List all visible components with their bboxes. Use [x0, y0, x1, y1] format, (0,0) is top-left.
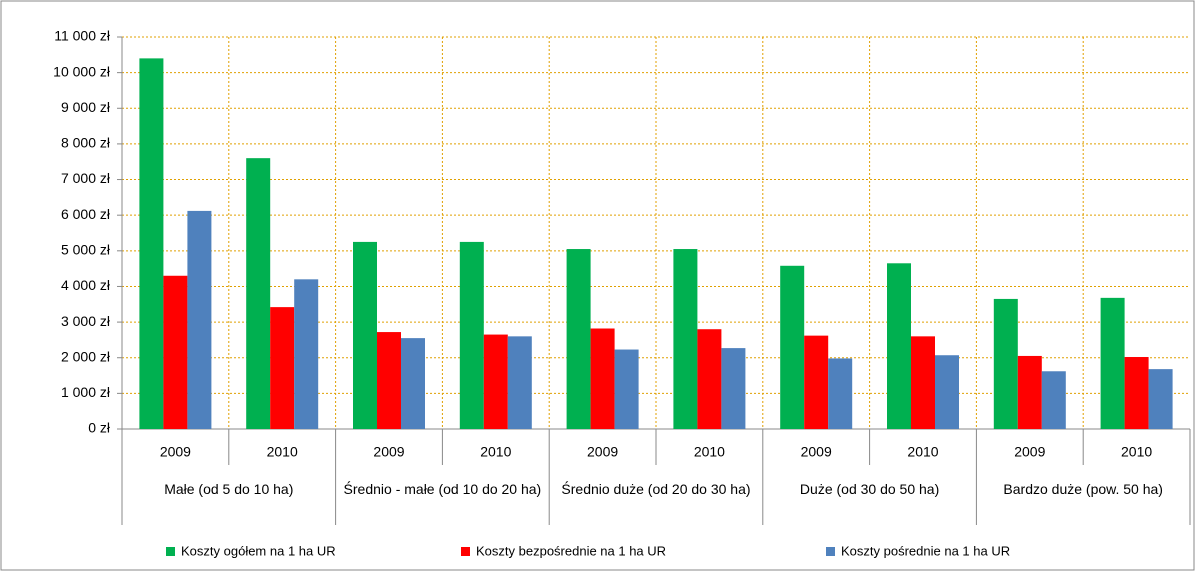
- bar: [1041, 371, 1066, 429]
- x-tick-label: 2010: [480, 444, 511, 460]
- bar: [1017, 355, 1042, 429]
- y-tick-label: 11 000 zł: [54, 28, 111, 44]
- x-tick-label: 2009: [160, 444, 191, 460]
- x-tick-label: 2010: [1121, 444, 1152, 460]
- bar: [459, 241, 484, 429]
- bar: [935, 355, 959, 429]
- bar: [697, 329, 722, 429]
- bar: [377, 332, 401, 429]
- y-tick-label: 2 000 zł: [61, 348, 111, 364]
- bar: [507, 336, 532, 429]
- group-label: Średnio - małe (od 10 do 20 ha): [343, 481, 542, 497]
- y-tick-label: 0 zł: [88, 420, 111, 436]
- bar: [804, 335, 829, 429]
- y-tick-label: 1 000 zł: [61, 384, 111, 400]
- group-label: Średnio duże (od 20 do 30 ha): [561, 481, 751, 497]
- y-tick-label: 6 000 zł: [61, 206, 111, 222]
- bar: [614, 349, 639, 429]
- legend-label: Koszty ogółem na 1 ha UR: [181, 543, 336, 558]
- y-tick-label: 7 000 zł: [61, 170, 111, 186]
- legend-swatch: [166, 547, 175, 556]
- y-tick-label: 5 000 zł: [61, 242, 111, 258]
- y-tick-label: 9 000 zł: [61, 99, 111, 115]
- bar: [828, 358, 853, 429]
- bar: [780, 265, 805, 429]
- bar: [1148, 369, 1173, 429]
- bar: [246, 158, 271, 429]
- group-label: Bardzo duże (pow. 50 ha): [1003, 481, 1163, 497]
- x-tick-label: 2009: [373, 444, 404, 460]
- group-label: Duże (od 30 do 50 ha): [799, 481, 940, 497]
- bar: [911, 336, 935, 429]
- bar: [1124, 357, 1149, 429]
- x-tick-label: 2010: [694, 444, 725, 460]
- x-tick-label: 2009: [801, 444, 832, 460]
- bar: [887, 263, 911, 429]
- bar: [1100, 297, 1125, 429]
- legend-swatch: [826, 547, 835, 556]
- legend-label: Koszty bezpośrednie na 1 ha UR: [476, 543, 666, 558]
- bar: [673, 249, 698, 429]
- y-tick-label: 3 000 zł: [61, 313, 111, 329]
- bar: [566, 249, 591, 429]
- bar: [590, 328, 615, 429]
- y-tick-label: 4 000 zł: [61, 277, 111, 293]
- y-tick-label: 10 000 zł: [53, 63, 111, 79]
- bar: [483, 334, 508, 429]
- bar: [163, 275, 188, 429]
- legend-label: Koszty pośrednie na 1 ha UR: [841, 543, 1010, 558]
- x-tick-label: 2009: [587, 444, 618, 460]
- group-label: Małe (od 5 do 10 ha): [164, 481, 294, 497]
- bar: [294, 279, 319, 429]
- bar: [353, 241, 377, 429]
- bar: [721, 348, 746, 429]
- bar: [401, 338, 425, 429]
- x-tick-label: 2010: [267, 444, 298, 460]
- bar: [270, 307, 295, 429]
- y-tick-label: 8 000 zł: [61, 135, 111, 151]
- x-tick-label: 2010: [907, 444, 938, 460]
- x-tick-label: 2009: [1014, 444, 1045, 460]
- bar: [993, 298, 1018, 429]
- bar: [187, 210, 212, 429]
- legend-swatch: [461, 547, 470, 556]
- bar: [139, 58, 164, 430]
